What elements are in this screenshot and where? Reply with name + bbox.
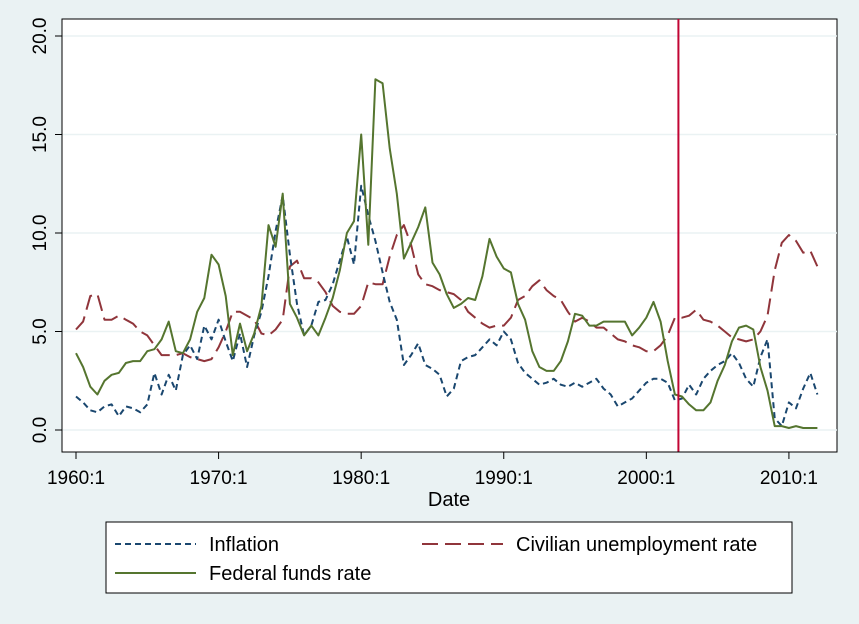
y-tick-label: 20.0 bbox=[30, 18, 51, 55]
x-tick-label: 2010:1 bbox=[760, 468, 818, 489]
y-ticks: 0.0 5.0 10.0 15.0 20.0 bbox=[30, 18, 62, 443]
legend-label-unemployment: Civilian unemployment rate bbox=[516, 534, 757, 556]
y-tick-label: 5.0 bbox=[30, 318, 51, 344]
y-tick-label: 0.0 bbox=[30, 417, 51, 443]
x-axis-title: Date bbox=[428, 489, 470, 511]
axes bbox=[61, 19, 837, 453]
legend: Inflation Civilian unemployment rate Fed… bbox=[105, 521, 793, 594]
x-tick-label: 2000:1 bbox=[617, 468, 675, 489]
x-tick-label: 1970:1 bbox=[190, 468, 248, 489]
x-ticks: 1960:1 1970:1 1980:1 1990:1 2000:1 2010:1 bbox=[47, 452, 818, 489]
series-line-2 bbox=[75, 78, 818, 429]
y-tick-label: 10.0 bbox=[30, 215, 51, 252]
plot-area bbox=[61, 18, 838, 453]
series-lines bbox=[75, 78, 819, 429]
legend-box bbox=[105, 521, 793, 594]
legend-label-inflation: Inflation bbox=[209, 534, 279, 556]
x-tick-label: 1990:1 bbox=[475, 468, 533, 489]
x-tick-label: 1980:1 bbox=[332, 468, 390, 489]
series-line-0 bbox=[75, 184, 819, 428]
legend-label-fedfunds: Federal funds rate bbox=[209, 563, 371, 585]
series-line-1 bbox=[75, 224, 819, 363]
x-tick-label: 1960:1 bbox=[47, 468, 105, 489]
y-tick-label: 15.0 bbox=[30, 116, 51, 153]
